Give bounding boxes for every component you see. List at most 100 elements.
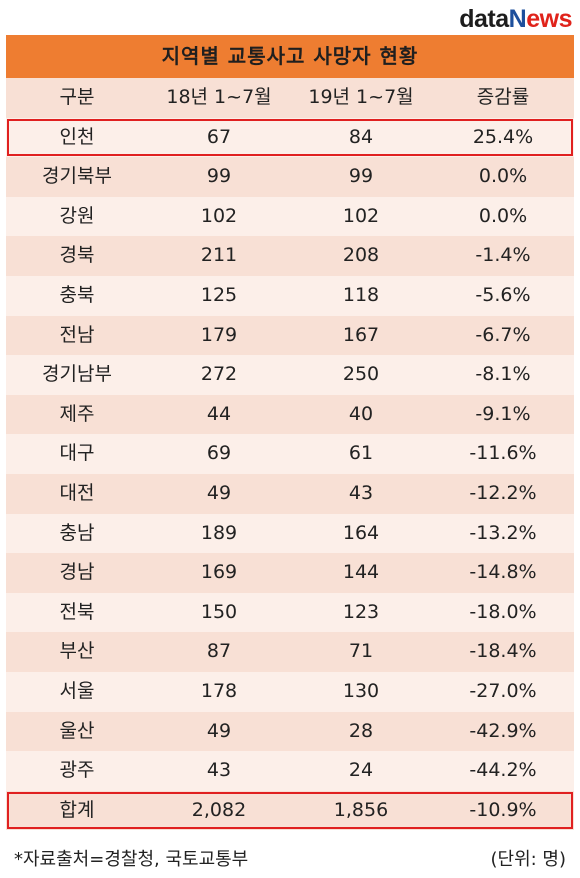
cell-region: 인천 (59, 125, 95, 148)
cell-region: 합계 (59, 798, 95, 821)
cell-change-rate: -8.1% (475, 363, 531, 386)
cell-region: 대구 (59, 442, 95, 465)
cell-region: 경남 (59, 561, 95, 584)
unit-note: (단위: 명) (490, 849, 566, 870)
cell-change-rate: -44.2% (469, 759, 537, 782)
cell-2019: 102 (342, 204, 380, 227)
source-note: *자료출처=경찰청, 국토교통부 (14, 849, 249, 870)
cell-2018: 43 (206, 759, 232, 782)
table-row: 경기북부 99 99 0.0% (6, 157, 574, 197)
cell-region: 전남 (59, 323, 95, 346)
cell-2018: 125 (200, 283, 238, 306)
cell-region: 강원 (59, 204, 95, 227)
table-row: 경기남부 272 250 -8.1% (6, 355, 574, 395)
cell-change-rate: -42.9% (469, 719, 537, 742)
table-row: 전북 150 123 -18.0% (6, 592, 574, 633)
cell-2018: 67 (206, 125, 232, 148)
cell-2019: 28 (348, 719, 374, 742)
cell-2019: 43 (348, 481, 374, 504)
cell-change-rate: -18.0% (469, 600, 537, 623)
cell-2019: 71 (348, 640, 374, 663)
header-change-rate: 증감률 (476, 86, 530, 108)
cell-2018: 44 (206, 402, 232, 425)
cell-region: 경기북부 (42, 165, 112, 188)
header-region: 구분 (59, 86, 95, 108)
table-row: 광주 43 24 -44.2% (6, 751, 574, 791)
cell-2018: 150 (200, 600, 238, 623)
cell-2019: 24 (348, 759, 374, 782)
cell-region: 광주 (59, 759, 95, 782)
cell-change-rate: -5.6% (475, 283, 531, 306)
cell-region: 전북 (59, 600, 95, 623)
cell-change-rate: -6.7% (475, 323, 531, 346)
cell-region: 경북 (59, 244, 95, 267)
cell-change-rate: -13.2% (469, 521, 537, 544)
table-row: 충남 189 164 -13.2% (6, 513, 574, 554)
cell-region: 충북 (59, 283, 95, 306)
logo-part-ata: ata (474, 5, 509, 33)
table-header-row: 구분 18년 1~7월 19년 1~7월 증감률 (6, 78, 574, 118)
table-row: 대구 69 61 -11.6% (6, 434, 574, 474)
table-title: 지역별 교통사고 사망자 현황 (6, 35, 574, 78)
cell-2018: 179 (200, 323, 238, 346)
cell-2018: 169 (200, 561, 238, 584)
table-row-highlighted: 인천 67 84 25.4% (6, 117, 574, 158)
table-row: 충북 125 118 -5.6% (6, 275, 574, 316)
table-row: 강원 102 102 0.0% (6, 196, 574, 237)
table-row: 서울 178 130 -27.0% (6, 671, 574, 712)
table-row: 경남 169 144 -14.8% (6, 553, 574, 593)
table-row: 부산 87 71 -18.4% (6, 632, 574, 672)
cell-change-rate: -9.1% (475, 402, 531, 425)
cell-change-rate: -18.4% (469, 640, 537, 663)
cell-2019: 167 (342, 323, 380, 346)
cell-2019: 61 (348, 442, 374, 465)
cell-2018: 2,082 (191, 798, 247, 821)
logo-part-n: N (508, 5, 527, 33)
cell-2018: 49 (206, 719, 232, 742)
cell-change-rate: -12.2% (469, 481, 537, 504)
cell-2018: 49 (206, 481, 232, 504)
cell-2019: 1,856 (333, 798, 389, 821)
cell-2018: 178 (200, 679, 238, 702)
table-row: 대전 49 43 -12.2% (6, 473, 574, 514)
fatalities-table: 구분 18년 1~7월 19년 1~7월 증감률 인천 67 84 25.4% 경기북부… (6, 78, 574, 831)
cell-change-rate: 0.0% (478, 204, 528, 227)
cell-change-rate: 0.0% (478, 165, 528, 188)
cell-2019: 123 (342, 600, 380, 623)
table-row: 전남 179 167 -6.7% (6, 315, 574, 356)
cell-2018: 99 (206, 165, 232, 188)
table-footer: *자료출처=경찰청, 국토교통부 (단위: 명) (6, 845, 574, 871)
table-row: 경북 211 208 -1.4% (6, 236, 574, 276)
cell-region: 대전 (59, 481, 95, 504)
cell-2019: 250 (342, 363, 380, 386)
cell-region: 서울 (59, 679, 95, 702)
header-2019: 19년 1~7월 (308, 86, 414, 108)
cell-2019: 99 (348, 165, 374, 188)
cell-change-rate: -14.8% (469, 561, 537, 584)
logo-part-d: d (459, 5, 475, 33)
cell-region: 제주 (59, 402, 95, 425)
datanews-logo: dataNews (459, 4, 572, 34)
cell-region: 충남 (59, 521, 95, 544)
cell-2018: 189 (200, 521, 238, 544)
cell-change-rate: -1.4% (475, 244, 531, 267)
cell-region: 울산 (59, 719, 95, 742)
cell-2019: 40 (348, 402, 374, 425)
cell-2018: 87 (206, 640, 232, 663)
cell-2019: 208 (342, 244, 380, 267)
cell-2019: 164 (342, 521, 380, 544)
logo-part-ews: ews (526, 5, 572, 33)
cell-change-rate: -10.9% (469, 798, 537, 821)
cell-2018: 69 (206, 442, 232, 465)
cell-2019: 130 (342, 679, 380, 702)
cell-2019: 84 (348, 125, 374, 148)
cell-change-rate: -27.0% (469, 679, 537, 702)
table-row-highlighted: 합계 2,082 1,856 -10.9% (6, 790, 574, 831)
cell-change-rate: 25.4% (472, 125, 534, 148)
table-row: 울산 49 28 -42.9% (6, 711, 574, 752)
cell-2018: 272 (200, 363, 238, 386)
cell-2019: 144 (342, 561, 380, 584)
cell-region: 부산 (59, 640, 95, 663)
cell-region: 경기남부 (42, 363, 112, 386)
cell-change-rate: -11.6% (469, 442, 537, 465)
